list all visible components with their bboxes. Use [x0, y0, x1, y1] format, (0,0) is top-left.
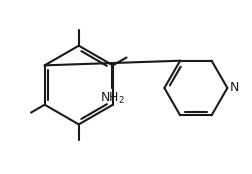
Text: NH$_2$: NH$_2$	[100, 91, 124, 106]
Text: N: N	[228, 81, 238, 94]
